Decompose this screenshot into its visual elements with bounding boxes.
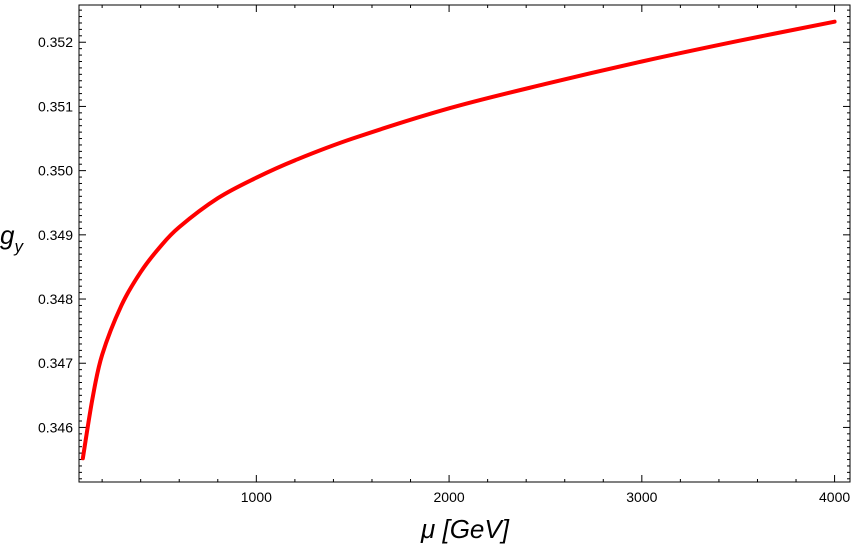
- y-tick-label: 0.350: [38, 163, 73, 179]
- y-tick-label: 0.351: [38, 98, 73, 114]
- y-tick-label: 0.346: [38, 419, 73, 435]
- plot-frame: [78, 4, 851, 483]
- x-tick-label: 3000: [626, 489, 657, 505]
- y-axis-title-subscript: y: [13, 237, 24, 256]
- y-axis-title: gy: [0, 220, 24, 256]
- y-tick-label: 0.352: [38, 34, 73, 50]
- tick-labels: 1000 2000 3000 4000 0.346 0.347 0.348 0.349 0.35…: [38, 34, 850, 505]
- x-tick-label: 1000: [241, 489, 272, 505]
- x-axis-title: μ [GeV]: [420, 514, 510, 544]
- y-tick-label: 0.348: [38, 291, 73, 307]
- x-tick-label: 4000: [819, 489, 850, 505]
- x-tick-label: 2000: [434, 489, 465, 505]
- axis-ticks: [79, 5, 850, 482]
- y-tick-label: 0.349: [38, 227, 73, 243]
- y-axis-title-main: g: [0, 220, 15, 250]
- y-tick-label: 0.347: [38, 355, 73, 371]
- series-line: [80, 19, 837, 461]
